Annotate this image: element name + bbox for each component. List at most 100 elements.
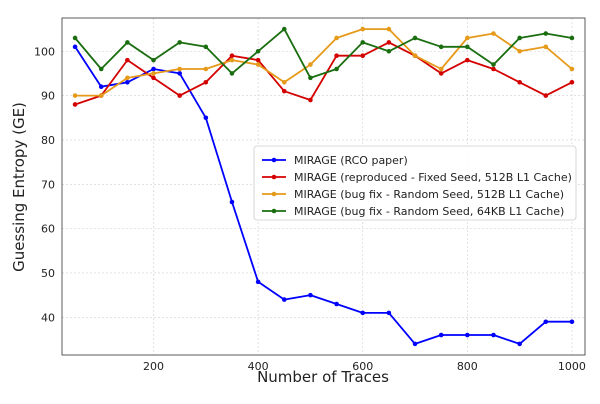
data-point	[72, 35, 78, 41]
legend-entry: MIRAGE (RCO paper)	[262, 154, 408, 167]
data-point	[255, 279, 261, 285]
data-point	[229, 57, 235, 63]
data-point	[203, 66, 209, 72]
data-point	[151, 71, 156, 76]
data-point	[412, 341, 418, 347]
legend-swatch-marker	[271, 191, 277, 197]
data-point	[386, 40, 392, 45]
data-point	[465, 57, 470, 63]
data-point	[255, 48, 261, 54]
legend-label: MIRAGE (reproduced - Fixed Seed, 512B L1…	[294, 171, 572, 184]
data-point	[334, 53, 339, 58]
data-point	[177, 40, 182, 45]
data-point	[360, 310, 366, 316]
data-point	[203, 44, 209, 50]
series-line	[75, 28, 573, 97]
data-point	[491, 31, 496, 36]
data-point	[334, 35, 339, 41]
legend: MIRAGE (RCO paper) MIRAGE (reproduced - F…	[253, 145, 577, 221]
data-point	[229, 199, 235, 205]
data-point	[412, 53, 418, 58]
y-tick-label: 40	[41, 311, 55, 324]
data-point	[465, 44, 470, 50]
data-point	[517, 79, 522, 85]
data-point	[125, 79, 130, 85]
legend-entry: MIRAGE (bug fix - Random Seed, 512B L1 C…	[262, 188, 564, 201]
x-tick-label: 1000	[558, 360, 586, 373]
data-point	[281, 26, 287, 32]
series-line	[74, 46, 572, 345]
series-4	[72, 26, 575, 81]
data-point	[543, 44, 549, 50]
data-point	[360, 40, 366, 45]
y-tick-label: 70	[41, 178, 55, 191]
data-point	[98, 66, 104, 72]
data-point	[151, 75, 156, 81]
y-tick-label: 50	[41, 267, 55, 280]
tick-layer: 200 400 600 800 1000 40 50 60 70 80 90 100	[34, 45, 586, 373]
x-tick-label: 800	[457, 360, 478, 373]
data-point	[203, 79, 209, 85]
data-point	[255, 62, 261, 67]
data-point	[438, 44, 444, 50]
legend-entry: MIRAGE (reproduced - Fixed Seed, 512B L1…	[262, 171, 572, 184]
y-tick-label: 60	[41, 223, 55, 236]
legend-swatch-marker	[271, 157, 277, 163]
data-point	[229, 71, 235, 76]
data-point	[151, 57, 156, 63]
data-point	[177, 71, 182, 76]
data-point	[543, 31, 549, 36]
data-point	[465, 332, 470, 338]
data-point	[229, 53, 235, 58]
y-tick-label: 100	[34, 45, 55, 58]
data-point	[177, 93, 182, 98]
data-point	[438, 66, 444, 72]
data-point	[438, 332, 444, 338]
data-point	[281, 297, 287, 302]
data-point	[360, 53, 366, 58]
data-point	[98, 84, 104, 90]
data-point	[569, 35, 575, 41]
data-point	[125, 75, 130, 81]
legend-box	[253, 145, 577, 221]
data-point	[491, 62, 496, 67]
data-point	[125, 40, 130, 45]
data-point	[360, 26, 366, 32]
series-line	[74, 28, 573, 79]
data-point	[308, 75, 313, 81]
series-layer	[72, 26, 575, 347]
data-point	[517, 48, 522, 54]
data-point	[308, 97, 313, 103]
data-point	[569, 79, 575, 85]
series-line	[74, 41, 573, 106]
legend-label: MIRAGE (RCO paper)	[294, 154, 408, 167]
data-point	[281, 79, 287, 85]
series-3	[72, 26, 575, 98]
data-point	[203, 115, 209, 121]
x-tick-label: 600	[352, 360, 373, 373]
plot-frame	[61, 17, 586, 356]
data-point	[308, 292, 313, 298]
data-point	[491, 332, 496, 338]
legend-swatch-marker	[271, 208, 277, 214]
data-point	[125, 57, 130, 63]
data-point	[543, 93, 549, 98]
y-tick-label: 80	[41, 134, 55, 147]
data-point	[386, 310, 392, 316]
data-point	[569, 66, 575, 72]
legend-swatch-marker	[271, 174, 277, 180]
data-point	[543, 319, 549, 325]
data-point	[465, 35, 470, 41]
data-point	[308, 62, 313, 67]
data-point	[517, 35, 522, 41]
data-point	[255, 57, 261, 63]
data-point	[412, 35, 418, 41]
y-tick-label: 90	[41, 90, 55, 103]
data-point	[151, 66, 156, 72]
data-point	[334, 301, 339, 307]
legend-label: MIRAGE (bug fix - Random Seed, 512B L1 C…	[294, 188, 564, 201]
data-point	[177, 66, 182, 72]
legend-label: MIRAGE (bug fix - Random Seed, 64KB L1 C…	[294, 205, 564, 218]
